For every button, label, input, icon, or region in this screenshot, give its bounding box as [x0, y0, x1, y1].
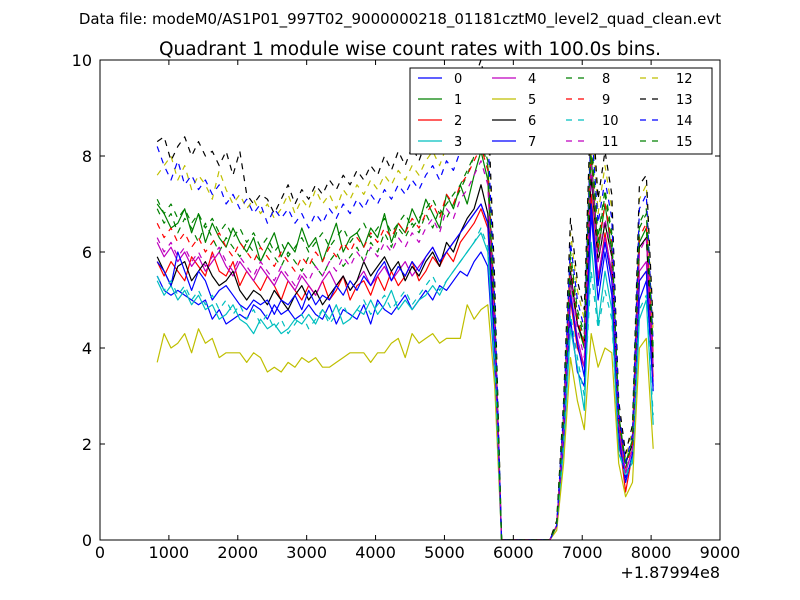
- legend-label-7: 7: [528, 135, 536, 150]
- series-line-5: [156, 304, 654, 540]
- x-tick-label: 3000: [286, 543, 327, 562]
- legend-box: [409, 67, 713, 155]
- series-line-14: [156, 102, 654, 540]
- legend-label-8: 8: [602, 72, 610, 87]
- legend-label-1: 1: [454, 93, 462, 108]
- series-line-15: [156, 141, 654, 540]
- axes-frame: [99, 59, 721, 541]
- chart-title: Quadrant 1 module wise count rates with …: [159, 39, 661, 60]
- y-tick-label: 2: [82, 435, 92, 454]
- series-line-8: [156, 131, 654, 540]
- plot-area: 0 1000 2000 3000 4000 5000 6000 7000 8000 9000 0 2 4…: [72, 51, 741, 562]
- x-tick-label: 5000: [424, 543, 465, 562]
- series-line-7: [156, 203, 654, 540]
- x-tick-label: 2000: [217, 543, 258, 562]
- legend-label-15: 15: [676, 135, 693, 150]
- x-tick-label: 7000: [562, 543, 603, 562]
- legend-label-6: 6: [528, 114, 536, 129]
- series-line-11: [156, 160, 654, 540]
- legend-label-0: 0: [454, 72, 462, 87]
- x-tick-label: 0: [95, 543, 105, 562]
- legend-label-14: 14: [676, 114, 693, 129]
- legend-label-11: 11: [602, 135, 619, 150]
- x-tick-label: 4000: [355, 543, 396, 562]
- legend-label-5: 5: [528, 93, 536, 108]
- y-tick-label: 8: [82, 147, 92, 166]
- series-line-3: [156, 232, 654, 540]
- y-tick-label: 10: [72, 51, 92, 70]
- series-line-4: [156, 203, 654, 540]
- legend-label-10: 10: [602, 114, 619, 129]
- x-tick-label: 8000: [631, 543, 672, 562]
- y-tick-label: 4: [82, 339, 92, 358]
- legend-label-12: 12: [676, 72, 693, 87]
- legend-label-3: 3: [454, 135, 462, 150]
- x-tick-label: 9000: [700, 543, 741, 562]
- series-line-13: [156, 60, 654, 540]
- y-tick-label: 6: [82, 243, 92, 262]
- y-tick-label: 0: [82, 531, 92, 550]
- x-tick-label: 6000: [493, 543, 534, 562]
- legend-label-13: 13: [676, 93, 693, 108]
- legend-label-4: 4: [528, 72, 536, 87]
- series-line-6: [156, 174, 654, 540]
- x-offset-label: +1.87994e8: [620, 563, 720, 582]
- legend-label-2: 2: [454, 114, 462, 129]
- figure-suptitle: Data file: modeM0/AS1P01_997T02_90000002…: [79, 10, 721, 29]
- series-group: [156, 60, 654, 540]
- x-tick-label: 1000: [149, 543, 190, 562]
- legend-label-9: 9: [602, 93, 610, 108]
